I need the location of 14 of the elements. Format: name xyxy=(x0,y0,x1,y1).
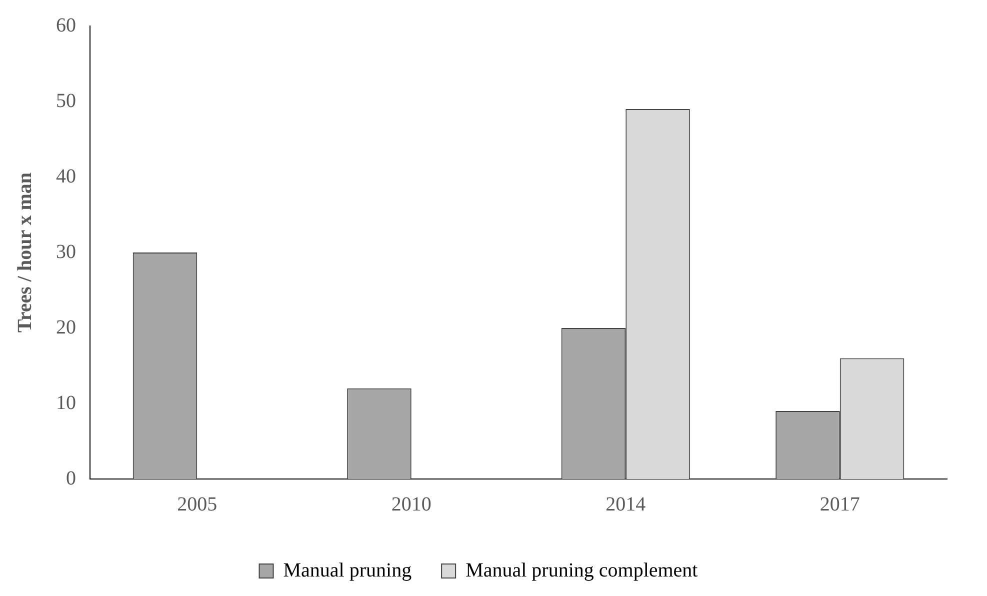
x-tick-label: 2014 xyxy=(606,493,646,516)
legend-label: Manual pruning xyxy=(283,559,412,582)
x-tick-label: 2010 xyxy=(391,493,432,516)
y-axis-title: Trees / hour x man xyxy=(14,172,36,333)
x-tick-label: 2005 xyxy=(177,493,218,516)
y-tick-label: 60 xyxy=(56,14,76,36)
x-tick-label: 2017 xyxy=(820,493,860,516)
y-tick-label: 50 xyxy=(56,90,76,112)
y-tick-label: 20 xyxy=(56,316,76,338)
legend-label: Manual pruning complement xyxy=(466,559,698,582)
y-tick-label: 0 xyxy=(66,467,76,490)
y-tick-label: 40 xyxy=(56,165,76,188)
y-tick-label: 30 xyxy=(56,240,76,263)
y-tick-label: 10 xyxy=(56,392,76,414)
